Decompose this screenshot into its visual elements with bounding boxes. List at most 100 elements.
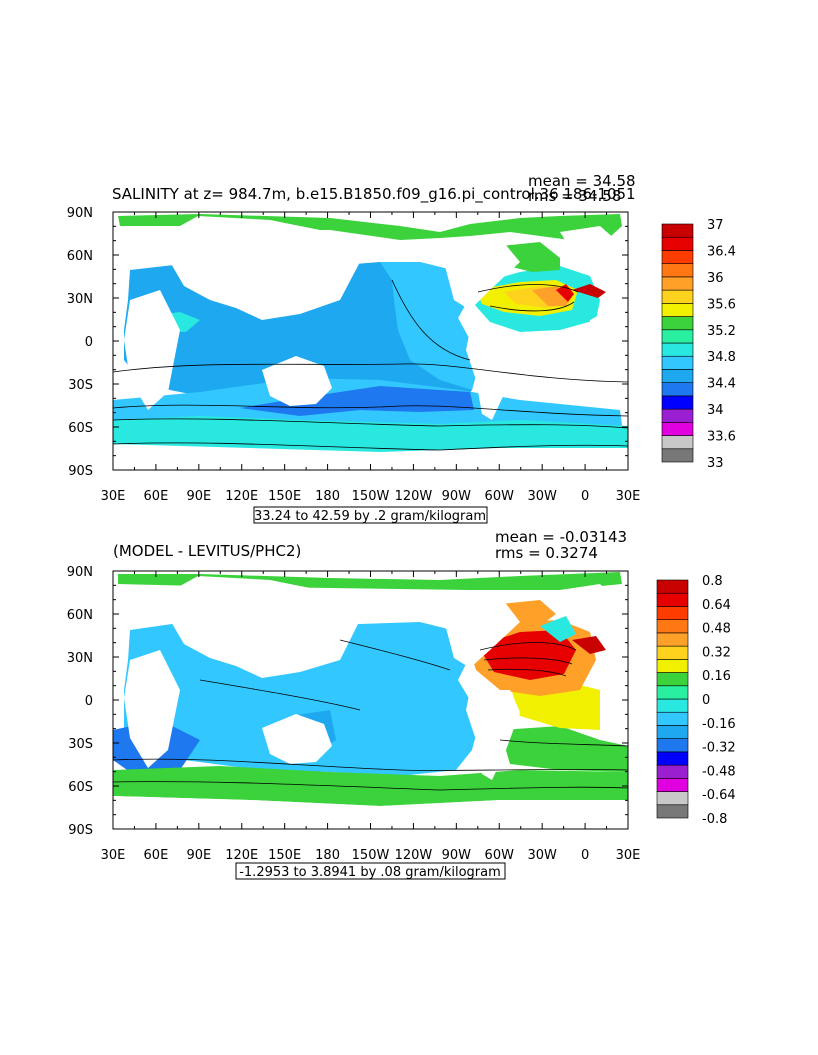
top-colorbar-swatch: [661, 369, 694, 383]
bottom-range-box: [235, 862, 506, 880]
bottom-colorbar-swatch: [656, 579, 689, 594]
top-y-tick-label: 60N: [67, 249, 93, 264]
bottom-panel: (MODEL - LEVITUS/PHC2) mean = -0.03143 r…: [67, 528, 736, 880]
bottom-colorbar-swatch: [656, 592, 689, 607]
top-colorbar-swatch: [661, 263, 694, 278]
bottom-x-tick-label: 180: [315, 848, 340, 863]
bottom-colorbar-swatch: [656, 804, 689, 819]
top-colorbar-swatch: [661, 395, 694, 410]
top-north-america: [440, 238, 520, 310]
top-y-tick-label: 90N: [67, 206, 93, 221]
bottom-africa-east: [600, 660, 628, 740]
bottom-colorbar-swatch: [656, 751, 689, 766]
top-y-tick-label: 0: [85, 335, 93, 350]
bottom-atlantic-red: [478, 630, 576, 680]
top-x-tick-label: 180: [315, 489, 340, 504]
bottom-y-tick-label: 60N: [67, 608, 93, 623]
top-colorbar-label: 36: [707, 271, 724, 286]
bottom-southern-green: [113, 766, 628, 806]
top-colorbar-swatch: [661, 289, 694, 304]
top-range-label: 33.24 to 42.59 by .2 gram/kilogram: [254, 509, 486, 524]
bottom-y-tick-label: 30S: [68, 737, 93, 752]
top-antarctica: [113, 444, 628, 470]
bottom-x-axis: 30E 60E 90E 120E 150E 180 150W 120W 90W 60W 30W 0 30…: [101, 571, 641, 863]
bottom-south-america: [466, 690, 520, 780]
top-title: SALINITY at z= 984.7m, b.e15.B1850.f09_g…: [112, 185, 636, 204]
bottom-north-america: [440, 596, 520, 668]
bottom-x-tick-label: 30E: [616, 848, 641, 863]
top-pacific-indian: [124, 262, 480, 420]
top-colorbar-label: 35.2: [707, 324, 736, 339]
bottom-australia: [262, 714, 332, 764]
bottom-mean: mean = -0.03143: [495, 528, 627, 546]
bottom-colorbar-label: 0: [702, 693, 710, 708]
top-y-tick-label: 60S: [68, 421, 93, 436]
top-colorbar-label: 35.6: [707, 297, 736, 312]
top-colorbar-label: 33: [707, 456, 724, 471]
bottom-colorbar-swatch: [656, 659, 689, 673]
bottom-range-label: -1.2953 to 3.8941 by .08 gram/kilogram: [239, 865, 501, 880]
top-africa-east: [590, 300, 628, 410]
top-colorbar-label: 34: [707, 403, 724, 418]
bottom-colorbar-label: -0.48: [702, 764, 736, 779]
bottom-colorbar-label: 0.64: [702, 598, 731, 613]
bottom-x-tick-label: 150W: [352, 848, 390, 863]
bottom-x-tick-label: 90W: [442, 848, 472, 863]
bottom-africa: [124, 650, 180, 768]
bottom-colorbar-swatch: [656, 606, 689, 620]
bottom-x-tick-label: 120E: [225, 848, 258, 863]
bottom-colorbar-swatch: [656, 764, 689, 779]
bottom-colorbar-swatch: [656, 632, 689, 647]
bottom-x-tick-label: 30E: [101, 848, 126, 863]
top-x-tick-label: 60E: [144, 489, 169, 504]
bottom-x-tick-label: 120W: [395, 848, 433, 863]
top-x-tick-label: 0: [581, 489, 589, 504]
bottom-colorbar-swatch: [656, 645, 689, 660]
bottom-y-tick-label: 90S: [68, 823, 93, 838]
bottom-rms: rms = 0.3274: [495, 544, 598, 562]
top-y-axis: 90N 60N 30N 0 30S 60S 90S: [67, 206, 628, 479]
top-x-tick-label: 30W: [527, 489, 557, 504]
bottom-colorbar-label: -0.64: [702, 788, 736, 803]
top-colorbar-swatch: [661, 408, 694, 423]
bottom-y-tick-label: 90N: [67, 565, 93, 580]
bottom-x-tick-label: 90E: [186, 848, 211, 863]
top-colorbar-swatch: [661, 316, 694, 331]
top-colorbar-swatch: [661, 422, 694, 436]
top-x-tick-label: 90E: [186, 489, 211, 504]
bottom-y-tick-label: 0: [85, 694, 93, 709]
bottom-colorbar-swatch: [656, 778, 689, 792]
bottom-colorbar-swatch: [656, 685, 689, 700]
top-colorbar-label: 33.6: [707, 430, 736, 445]
bottom-map: [113, 571, 628, 829]
top-australia: [262, 356, 332, 406]
top-africa: [124, 290, 180, 410]
bottom-colorbar-swatch: [656, 698, 689, 713]
bottom-colorbar-label: 0.16: [702, 669, 731, 684]
top-colorbar-swatch: [661, 303, 694, 317]
top-colorbar-swatch: [661, 382, 694, 397]
top-colorbar-swatch: [661, 276, 694, 291]
bottom-antarctica: [113, 796, 628, 829]
top-panel: SALINITY at z= 984.7m, b.e15.B1850.f09_g…: [67, 172, 736, 524]
top-colorbar-swatch: [661, 435, 694, 450]
top-south-america: [466, 330, 520, 420]
top-colorbar-swatch: [661, 342, 694, 357]
top-colorbar: 37 36.4 36 35.6 35.2 34.8 34.4 34 33.6 33: [661, 218, 736, 471]
bottom-colorbar-swatch: [656, 672, 689, 687]
bottom-x-tick-label: 60E: [144, 848, 169, 863]
bottom-y-tick-label: 60S: [68, 780, 93, 795]
top-contours: [113, 279, 628, 451]
top-x-tick-label: 120W: [395, 489, 433, 504]
top-greenland: [560, 226, 616, 250]
bottom-colorbar-swatch: [656, 725, 689, 739]
top-colorbar-swatch: [661, 329, 694, 344]
bottom-contours: [113, 639, 628, 791]
top-acc-band: [240, 386, 474, 416]
top-colorbar-swatch: [661, 448, 694, 463]
top-x-tick-label: 150E: [268, 489, 301, 504]
bottom-colorbar-swatch: [656, 711, 689, 726]
bottom-greenland: [560, 584, 616, 610]
top-map: [113, 212, 628, 470]
bottom-y-axis: 90N 60N 30N 0 30S 60S 90S: [67, 565, 628, 838]
